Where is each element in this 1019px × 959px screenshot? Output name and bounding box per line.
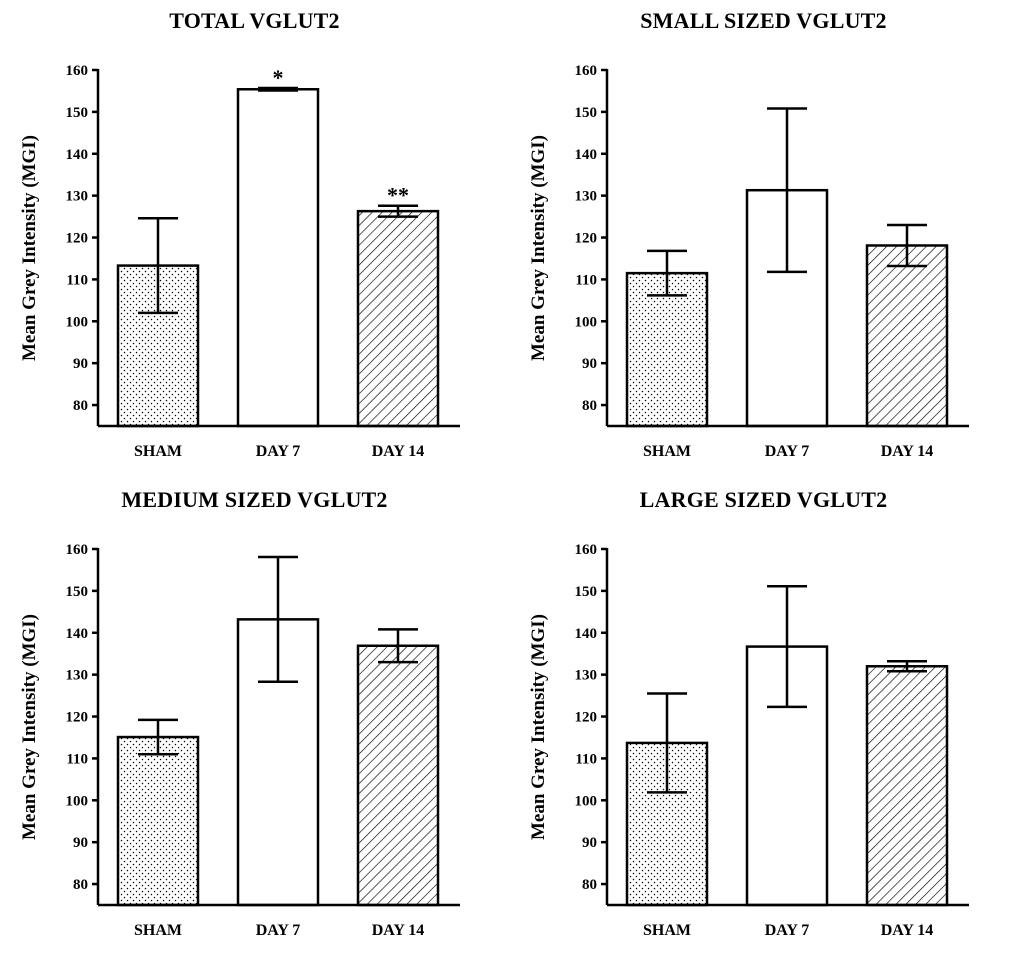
error-bar [138, 718, 178, 756]
error-bar [647, 249, 687, 297]
y-tick-label: 100 [575, 314, 598, 330]
y-tick-label: 90 [582, 835, 597, 851]
bar-sham [625, 271, 709, 428]
error-bar [767, 107, 807, 274]
y-tick-label: 80 [582, 877, 597, 893]
y-tick-label: 110 [575, 751, 597, 767]
x-tick-label: DAY 7 [765, 922, 810, 939]
y-tick-label: 100 [66, 314, 89, 330]
bar-sham [116, 735, 200, 907]
x-tick-label: SHAM [643, 922, 691, 939]
y-tick-label: 80 [73, 877, 88, 893]
x-tick-label: SHAM [134, 443, 182, 460]
y-tick-label: 160 [575, 63, 598, 79]
y-tick-label: 140 [575, 147, 598, 163]
y-tick-label: 150 [575, 105, 598, 121]
x-tick-label: SHAM [643, 443, 691, 460]
y-tick-label: 110 [66, 272, 88, 288]
y-tick-label: 110 [66, 751, 88, 767]
y-tick-label: 120 [575, 231, 598, 247]
x-tick-label: DAY 14 [881, 922, 934, 939]
y-tick-label: 100 [575, 793, 598, 809]
x-tick-label: DAY 7 [256, 443, 301, 460]
y-tick-label: 150 [66, 105, 89, 121]
error-bar [887, 659, 927, 673]
y-tick-label: 130 [575, 668, 598, 684]
y-tick-label: 140 [66, 626, 89, 642]
significance-marker: * [273, 65, 284, 90]
bar-day-14 [356, 209, 440, 428]
y-tick-label: 160 [66, 63, 89, 79]
y-tick-label: 130 [66, 668, 89, 684]
error-bar [647, 692, 687, 794]
y-tick-label: 140 [66, 147, 89, 163]
y-tick-label: 160 [66, 542, 89, 558]
chart-panel-large: LARGE SIZED VGLUT2 Mean Grey Intensity (… [509, 479, 1018, 958]
y-tick-label: 80 [73, 398, 88, 414]
chart-panel-total: TOTAL VGLUT2 Mean Grey Intensity (MGI) *… [0, 0, 509, 479]
error-bar [138, 217, 178, 315]
error-bar [258, 555, 298, 684]
y-tick-label: 130 [66, 189, 89, 205]
y-tick-label: 150 [66, 584, 89, 600]
y-tick-label: 90 [582, 356, 597, 372]
y-tick-label: 100 [66, 793, 89, 809]
y-tick-label: 120 [66, 710, 89, 726]
significance-marker: ** [387, 183, 409, 208]
chart-title: MEDIUM SIZED VGLUT2 [121, 487, 388, 512]
chart-title: TOTAL VGLUT2 [169, 8, 340, 33]
y-tick-label: 110 [575, 272, 597, 288]
error-bar [258, 86, 298, 92]
y-tick-label: 130 [575, 189, 598, 205]
error-bar [887, 223, 927, 268]
y-tick-label: 80 [582, 398, 597, 414]
x-tick-label: DAY 7 [256, 922, 301, 939]
error-bar [767, 585, 807, 709]
y-tick-label: 160 [575, 542, 598, 558]
x-tick-label: DAY 14 [372, 443, 425, 460]
chart-title: SMALL SIZED VGLUT2 [640, 8, 887, 33]
bar-chart-svg: 80 90 100 110 120 130 140 150 160 SHAM DAY 7 DAY 14 [575, 63, 969, 460]
x-tick-label: SHAM [134, 922, 182, 939]
y-tick-label: 120 [66, 231, 89, 247]
y-tick-label: 140 [575, 626, 598, 642]
error-bar [378, 628, 418, 664]
y-tick-label: 120 [575, 710, 598, 726]
bar-chart-svg: 80 90 100 110 120 130 140 150 160 SHAM DAY 7 DAY 14 [66, 542, 460, 939]
bar-day-14 [865, 665, 949, 907]
error-bar [378, 204, 418, 218]
x-tick-label: DAY 14 [372, 922, 425, 939]
y-tick-label: 90 [73, 356, 88, 372]
chart-panel-medium: MEDIUM SIZED VGLUT2 Mean Grey Intensity … [0, 479, 509, 958]
y-tick-label: 90 [73, 835, 88, 851]
chart-title: LARGE SIZED VGLUT2 [639, 487, 888, 512]
y-tick-label: 150 [575, 584, 598, 600]
chart-panel-small: SMALL SIZED VGLUT2 Mean Grey Intensity (… [509, 0, 1018, 479]
bar-day-14 [865, 244, 949, 428]
x-tick-label: DAY 7 [765, 443, 810, 460]
bar-day-7 [236, 88, 320, 428]
x-tick-label: DAY 14 [881, 443, 934, 460]
bar-chart-svg: 80 90 100 110 120 130 140 150 160 SHAM DAY 7 DAY 14 [575, 542, 969, 939]
bar-day-14 [356, 644, 440, 907]
